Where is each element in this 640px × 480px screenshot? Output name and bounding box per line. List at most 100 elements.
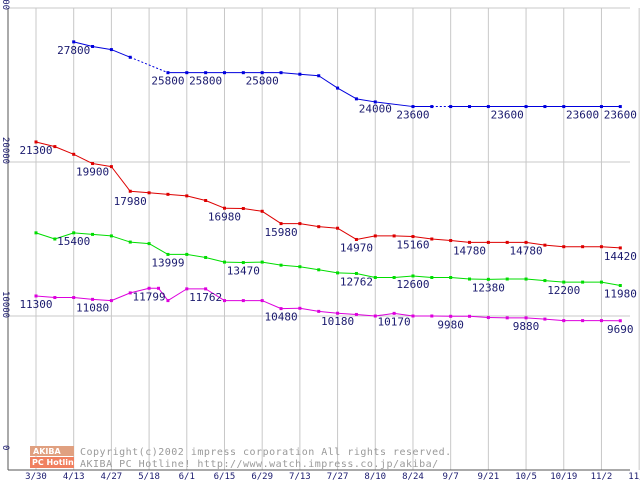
data-point [91,162,95,166]
data-point [185,194,189,198]
series-segment [299,73,319,77]
site-url-text: AKIBA PC Hotline! http://www.watch.impre… [80,459,439,470]
data-label: 14780 [453,244,486,257]
series-segment [526,278,545,282]
series-segment [544,280,564,283]
data-point [581,280,585,284]
data-label: 25800 [151,75,184,88]
data-point [524,240,528,244]
data-point [618,105,622,109]
x-tick-label: 10/19 [550,472,577,480]
series-segment [280,72,300,75]
series-segment [92,163,112,168]
series-segment [375,101,414,108]
series-segment [35,232,56,240]
data-point [468,105,472,109]
data-point [543,243,547,247]
data-point [373,314,377,318]
data-point [543,317,547,321]
data-point [279,222,283,226]
data-label: 11300 [19,298,52,311]
data-point [109,299,113,303]
y-tick-label: 30000 [0,0,10,10]
series-segment [130,190,150,194]
data-point [72,296,76,300]
data-labels-layer: 27800 25800 25800 25800 24000 23600 23600 23600… [19,44,636,336]
data-label: 13470 [227,265,260,278]
data-point [543,279,547,283]
data-point [336,226,340,230]
series-segment [601,246,621,249]
data-label: 21300 [19,144,52,157]
series-segment [526,317,545,320]
data-point [53,145,57,149]
data-point [147,191,151,195]
series-segment [394,235,413,238]
series-segment [394,312,414,317]
data-point [486,277,490,281]
data-point [449,276,453,279]
x-tick-label: 9/21 [478,472,500,480]
logo-line1: AKIBA [33,447,61,456]
series-segment [337,312,357,315]
akiba-logo: AKIBA PC Hotline! [30,446,83,468]
series-segment [261,300,282,310]
data-point [241,71,245,75]
series-segment [318,269,338,274]
series-segment [167,193,187,197]
series-segment [158,287,169,301]
series-segment [525,241,545,246]
data-point [618,246,622,250]
data-point [599,105,603,109]
data-point [53,237,57,241]
x-tick-label: 7/27 [327,472,349,480]
data-point [486,316,490,320]
series-segment [450,277,470,280]
data-point [317,74,321,78]
data-point [599,245,603,249]
data-label: 19900 [76,166,109,179]
x-tick-label: 6/1 [179,472,195,480]
data-point [336,311,340,315]
data-point [298,222,302,226]
data-point [260,209,264,213]
data-point [222,206,226,210]
data-label: 16980 [208,211,241,224]
series-segment [375,312,395,317]
data-label: 12600 [396,278,429,291]
data-point [109,48,113,52]
data-point [222,299,226,303]
data-point [317,309,321,313]
data-point [354,312,358,316]
data-point [543,105,547,109]
data-point [34,231,38,235]
series-segment [544,244,564,248]
data-point [260,260,264,264]
series-segment [111,235,131,243]
x-tick-labels: 3/30 4/13 4/27 5/18 6/1 6/15 6/29 7/13 7/27 8/10 8… [25,472,640,480]
data-point [524,105,528,109]
series-segment [243,208,263,212]
data-point [449,239,453,243]
data-point [147,286,151,290]
data-point [279,71,283,75]
data-label: 15400 [57,235,90,248]
series-segment [544,318,564,322]
series-segment [412,236,432,240]
x-tick-label: 11/9 [628,472,640,480]
series-segment [54,146,74,155]
data-point [91,232,95,236]
data-point [505,240,509,244]
data-point [166,252,170,256]
data-point [354,271,358,275]
series-segment [148,243,169,255]
data-point [411,235,415,239]
data-point [241,299,245,303]
data-label: 11080 [76,301,109,314]
data-label: 23600 [396,109,429,122]
data-point [204,287,208,291]
data-label: 9980 [437,318,464,331]
x-tick-label: 4/27 [101,472,123,480]
data-point [486,105,490,109]
